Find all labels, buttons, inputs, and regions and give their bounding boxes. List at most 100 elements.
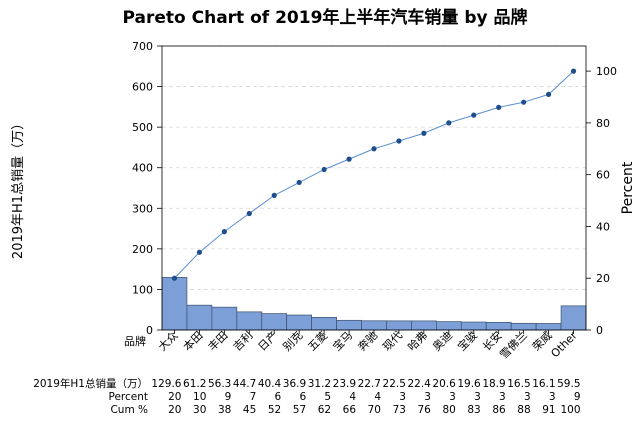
y-left-tick-label: 600 bbox=[132, 81, 153, 94]
cum-point-雪佛兰 bbox=[521, 99, 527, 105]
y-left-label: 2019年H1总销量（万） bbox=[11, 117, 26, 259]
table-cell-percent: 4 bbox=[374, 391, 381, 403]
y-left-tick-label: 200 bbox=[132, 243, 153, 256]
cum-point-大众 bbox=[171, 275, 178, 281]
category-label: 宝骏 bbox=[454, 328, 479, 353]
table-cell-cum: 30 bbox=[193, 404, 206, 416]
y-right-label: Percent bbox=[620, 161, 636, 214]
cum-point-宝骏 bbox=[471, 112, 477, 118]
grid-lines bbox=[162, 45, 586, 290]
bar-丰田 bbox=[211, 306, 238, 331]
category-label: 大众 bbox=[155, 328, 180, 353]
category-label: 日产 bbox=[255, 328, 280, 353]
bar-本田 bbox=[186, 304, 213, 331]
cum-point-现代 bbox=[396, 138, 402, 144]
table-cell-cum: 38 bbox=[218, 404, 231, 416]
table-cell-cum: 70 bbox=[368, 404, 381, 416]
category-label: 五菱 bbox=[305, 329, 330, 354]
table-cell-counts: 20.6 bbox=[432, 378, 456, 390]
table-cell-percent: 7 bbox=[250, 391, 257, 403]
table-cell-percent: 3 bbox=[499, 391, 506, 403]
table-cell-cum: 45 bbox=[243, 404, 256, 416]
table-cell-counts: 36.9 bbox=[283, 378, 306, 390]
cum-point-奔驰 bbox=[371, 146, 377, 152]
y-right-tick-label: 100 bbox=[596, 65, 617, 78]
cum-point-奥迪 bbox=[446, 120, 452, 126]
data-table: 2019年H1总销量（万） Percent Cum % 129.6 61.2 56.… bbox=[33, 377, 580, 416]
table-cell-counts: 22.5 bbox=[383, 378, 406, 390]
table-cell-percent: 10 bbox=[193, 391, 206, 403]
table-cell-percent: 5 bbox=[324, 391, 331, 403]
table-cell-cum: 100 bbox=[560, 404, 580, 416]
table-cell-percent: 4 bbox=[349, 391, 356, 403]
table-cell-counts: 40.4 bbox=[258, 378, 282, 390]
category-label: 别克 bbox=[281, 329, 306, 354]
category-label: 现代 bbox=[380, 329, 405, 354]
bar-吉利 bbox=[236, 311, 263, 331]
table-cell-counts: 31.2 bbox=[308, 378, 331, 390]
bar-别克 bbox=[286, 314, 312, 331]
category-label: 雪佛兰 bbox=[497, 329, 530, 362]
y-right-tick-label: 60 bbox=[596, 169, 610, 182]
cum-point-丰田 bbox=[221, 229, 227, 235]
cum-point-Other bbox=[570, 68, 577, 74]
table-cell-cum: 88 bbox=[517, 404, 530, 416]
cum-point-长安 bbox=[496, 104, 502, 110]
category-axis-label: 品牌 bbox=[124, 334, 146, 348]
y-right-tick-label: 20 bbox=[596, 272, 610, 285]
table-cell-cum: 20 bbox=[168, 404, 181, 416]
table-cell-cum: 57 bbox=[293, 404, 306, 416]
cum-point-五菱 bbox=[321, 166, 327, 173]
y-left-tick-label: 0 bbox=[146, 324, 153, 337]
table-cell-counts: 16.5 bbox=[507, 378, 530, 390]
bar-雪佛兰 bbox=[510, 322, 537, 331]
cum-point-别克 bbox=[296, 179, 302, 186]
table-cell-percent: 3 bbox=[424, 391, 431, 403]
bar-日产 bbox=[261, 313, 288, 331]
category-label: Other bbox=[548, 329, 580, 361]
table-cell-cum: 91 bbox=[542, 404, 555, 416]
table-row-label-percent: Percent bbox=[108, 391, 148, 403]
y-right-tick-label: 80 bbox=[596, 117, 610, 130]
bar-现代 bbox=[386, 320, 412, 331]
cum-point-荣威 bbox=[545, 91, 552, 98]
table-cell-percent: 6 bbox=[299, 391, 306, 403]
cum-point-本田 bbox=[196, 249, 203, 255]
y-left-tick-label: 100 bbox=[132, 283, 153, 296]
table-cell-percent: 3 bbox=[399, 391, 406, 403]
plot-frame bbox=[161, 45, 587, 331]
table-row-label-count: 2019年H1总销量（万） bbox=[33, 377, 148, 390]
cum-point-吉利 bbox=[246, 210, 252, 217]
table-cell-cum: 80 bbox=[442, 404, 455, 416]
bar-宝马 bbox=[336, 319, 362, 331]
table-cell-counts: 18.9 bbox=[482, 378, 505, 390]
table-cell-counts: 23.9 bbox=[333, 378, 356, 390]
table-cell-counts: 59.5 bbox=[557, 378, 580, 390]
table-cell-percent: 9 bbox=[574, 391, 581, 403]
table-cell-counts: 61.2 bbox=[183, 378, 206, 390]
table-cell-cum: 73 bbox=[393, 404, 406, 416]
bar-奥迪 bbox=[436, 321, 462, 331]
bar-大众 bbox=[161, 277, 188, 331]
table-cell-percent: 20 bbox=[168, 391, 181, 403]
y-left-tick-label: 300 bbox=[132, 202, 153, 215]
y-right-ticks: 0 20 40 60 80 100 bbox=[586, 65, 617, 337]
table-cell-counts: 22.4 bbox=[407, 378, 431, 390]
category-label: 吉利 bbox=[231, 329, 256, 354]
table-cell-counts: 22.7 bbox=[358, 378, 381, 390]
bar-荣威 bbox=[535, 323, 562, 331]
table-cell-percent: 6 bbox=[275, 391, 282, 403]
category-label: 奥迪 bbox=[429, 328, 454, 353]
y-right-tick-label: 40 bbox=[596, 220, 610, 233]
y-left-tick-label: 700 bbox=[132, 40, 153, 53]
y-left-ticks: 0 100 200 300 400 500 600 700 bbox=[132, 40, 162, 337]
bar-哈弗 bbox=[411, 320, 437, 331]
table-cell-counts: 44.7 bbox=[233, 378, 256, 390]
category-label: 宝马 bbox=[330, 328, 355, 353]
table-cell-cum: 83 bbox=[467, 404, 480, 416]
cum-point-宝马 bbox=[346, 156, 352, 162]
axes bbox=[161, 45, 587, 331]
table-cell-cum: 62 bbox=[318, 404, 331, 416]
